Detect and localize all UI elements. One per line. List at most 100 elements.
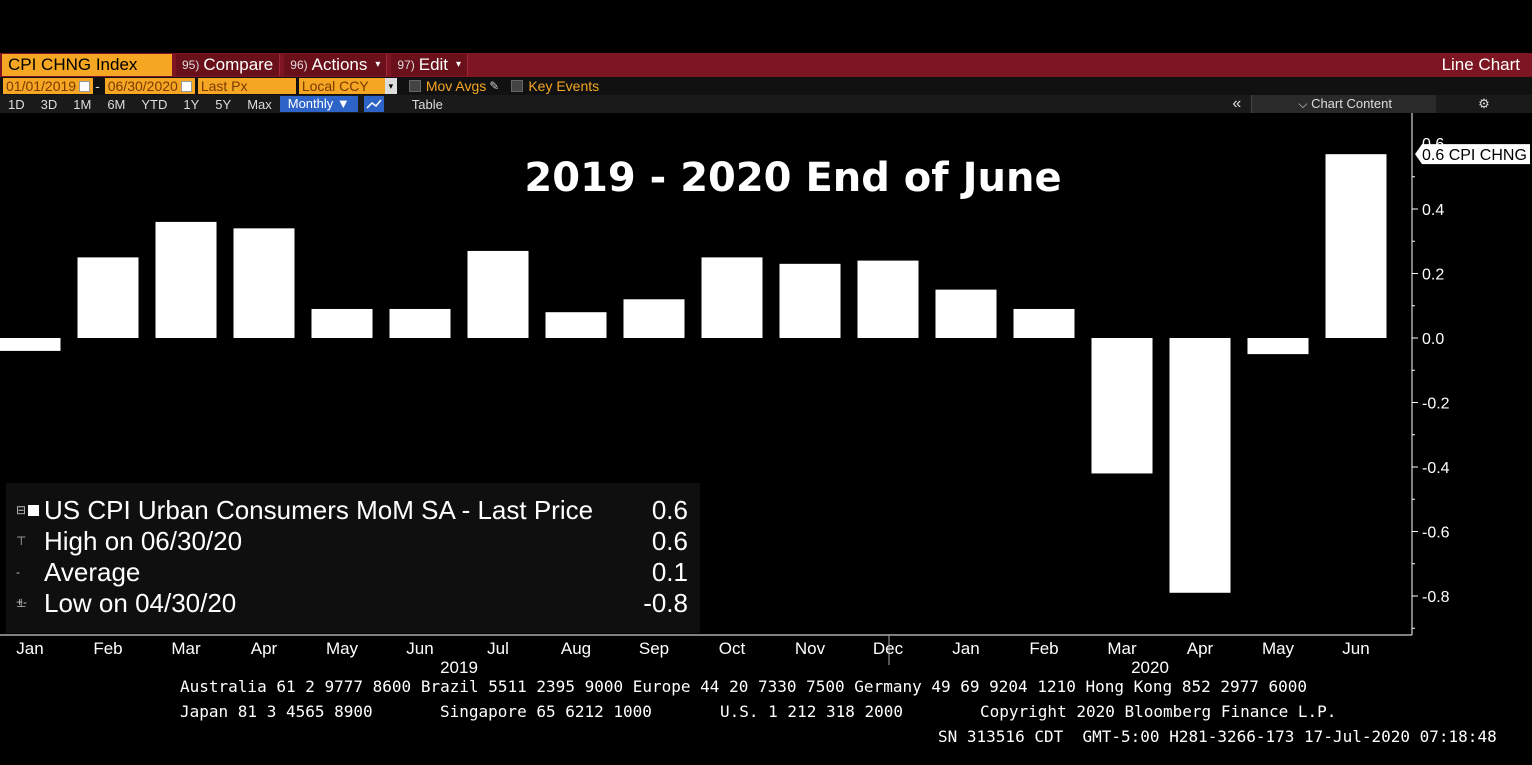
bar-17: [1247, 338, 1309, 355]
menu-bar: CPI CHNG Index 95) Compare 96) Actions ▾…: [0, 53, 1532, 77]
bar-7: [467, 250, 529, 338]
x-tick-label: Jul: [487, 639, 509, 658]
pencil-icon[interactable]: ✎: [489, 79, 500, 93]
actions-label: Actions: [311, 55, 368, 74]
x-tick-label: Apr: [251, 639, 278, 658]
chart-content-label: Chart Content: [1311, 96, 1392, 111]
edit-label: Edit: [418, 55, 449, 74]
average-marker-icon: -+-: [16, 565, 28, 609]
end-date-field[interactable]: 06/30/2020: [104, 78, 195, 94]
key-events-checkbox[interactable]: [511, 80, 524, 92]
legend-row-high: High on 06/30/20 0.6: [44, 526, 688, 556]
price-field-select[interactable]: Last Px: [197, 78, 296, 94]
x-tick-label: Sep: [639, 639, 669, 658]
chevron-down-icon[interactable]: ▾: [384, 78, 397, 94]
x-tick-label: Mar: [1107, 639, 1137, 658]
currency-select[interactable]: Local CCY: [298, 78, 385, 94]
y-tick-label: 0.4: [1422, 202, 1444, 219]
x-tick-group: Jan Feb Mar Apr May Jun Jul Aug Sep Oct Nov Dec Jan F…: [16, 635, 1370, 673]
bar-1: [0, 338, 61, 351]
line-chart-icon[interactable]: [363, 96, 384, 112]
start-date-field[interactable]: 01/01/2019: [3, 78, 94, 94]
bar-14: [1013, 308, 1075, 338]
legend-series-label: US CPI Urban Consumers MoM SA - Last Pri…: [44, 495, 594, 525]
range-1y[interactable]: 1Y: [183, 96, 200, 112]
footer-contacts-us: U.S. 1 212 318 2000: [720, 702, 904, 721]
date-separator: -: [95, 78, 100, 94]
legend-series-value: 0.6: [651, 495, 688, 525]
legend-low-label: Low on 04/30/20: [44, 588, 237, 618]
bar-13: [935, 289, 997, 338]
legend-average-label: Average: [44, 557, 141, 587]
range-3d[interactable]: 3D: [40, 96, 58, 112]
legend-high-label: High on 06/30/20: [44, 526, 243, 556]
legend-panel: US CPI Urban Consumers MoM SA - Last Pri…: [6, 483, 700, 633]
chart-type-label[interactable]: Line Chart: [1441, 55, 1520, 74]
chart-content-button[interactable]: ⌵ Chart Content: [1251, 95, 1436, 113]
collapse-icon[interactable]: ⊟: [16, 503, 27, 517]
footer-contacts-line1: Australia 61 2 9777 8600 Brazil 5511 239…: [180, 677, 1308, 696]
double-chevron-left-icon[interactable]: «: [1232, 95, 1242, 112]
key-events-label: Key Events: [528, 78, 600, 94]
x-tick-label: Apr: [1187, 639, 1214, 658]
x-tick-label: Jan: [16, 639, 43, 658]
calendar-icon[interactable]: [180, 80, 192, 92]
y-tick-label: -0.4: [1422, 460, 1450, 477]
compare-button[interactable]: 95) Compare: [176, 54, 281, 76]
edit-number: 97): [397, 58, 415, 72]
bar-18: [1325, 154, 1387, 338]
y-tick-label: 0.2: [1422, 267, 1444, 284]
range-bar: 1D 3D 1M 6M YTD 1Y 5Y Max Monthly ▼ Tabl…: [0, 95, 1532, 113]
y-tick-label: -0.6: [1422, 525, 1450, 542]
range-1d[interactable]: 1D: [8, 96, 25, 112]
currency-value: Local CCY: [301, 78, 369, 94]
legend-low-value: -0.8: [643, 588, 688, 618]
calendar-icon[interactable]: [79, 80, 91, 92]
x-tick-label: Jan: [952, 639, 979, 658]
range-ytd[interactable]: YTD: [141, 96, 168, 112]
bar-3: [155, 221, 217, 338]
low-marker-icon: ⊥: [16, 596, 27, 610]
legend-row-low: Low on 04/30/20 -0.8: [44, 588, 688, 618]
bar-16: [1169, 338, 1231, 593]
bar-11: [779, 263, 841, 338]
range-bar-right: « ⌵ Chart Content ⚙: [1222, 95, 1532, 113]
x-year-label: 2020: [1131, 658, 1169, 673]
range-5y[interactable]: 5Y: [215, 96, 232, 112]
ticker-field[interactable]: CPI CHNG Index: [2, 54, 172, 76]
legend-high-value: 0.6: [651, 526, 688, 556]
last-value-tag-label: 0.6 CPI CHNG: [1422, 147, 1527, 164]
bar-5: [311, 308, 373, 338]
bar-12: [857, 260, 919, 338]
last-value-tag-bg: [1415, 144, 1530, 165]
high-marker-icon: ⊤: [16, 534, 27, 548]
x-tick-label: Oct: [719, 639, 746, 658]
range-1m[interactable]: 1M: [73, 96, 92, 112]
x-tick-label: Feb: [93, 639, 122, 658]
chevron-down-icon: ▾: [375, 59, 381, 70]
footer-session-info: SN 313516 CDT GMT-5:00 H281-3266-173 17-…: [938, 727, 1497, 746]
gear-icon[interactable]: ⚙: [1436, 96, 1532, 112]
bar-10: [701, 257, 763, 338]
y-tick-label: 0.0: [1422, 331, 1444, 348]
range-max[interactable]: Max: [247, 96, 272, 112]
footer-copyright: Copyright 2020 Bloomberg Finance L.P.: [980, 702, 1337, 721]
bar-6: [389, 308, 451, 338]
legend-average-value: 0.1: [651, 557, 688, 587]
table-button[interactable]: Table: [411, 96, 443, 112]
legend-row-average: Average 0.1: [44, 557, 688, 587]
bar-15: [1091, 338, 1153, 474]
bar-8: [545, 312, 607, 338]
range-6m[interactable]: 6M: [107, 96, 126, 112]
y-tick-group: 0.60.40.20.0-0.2-0.4-0.6-0.8: [1412, 136, 1450, 629]
edit-button[interactable]: 97) Edit ▾: [391, 54, 469, 76]
mov-avgs-checkbox[interactable]: [408, 80, 421, 92]
start-date-value: 01/01/2019: [6, 78, 77, 94]
actions-button[interactable]: 96) Actions ▾: [284, 54, 388, 76]
period-select[interactable]: Monthly ▼: [279, 96, 358, 112]
bar-4: [233, 228, 295, 338]
x-tick-label: Mar: [171, 639, 201, 658]
x-tick-label: Jun: [1342, 639, 1369, 658]
end-date-value: 06/30/2020: [107, 78, 178, 94]
y-tick-label: -0.2: [1422, 396, 1450, 413]
